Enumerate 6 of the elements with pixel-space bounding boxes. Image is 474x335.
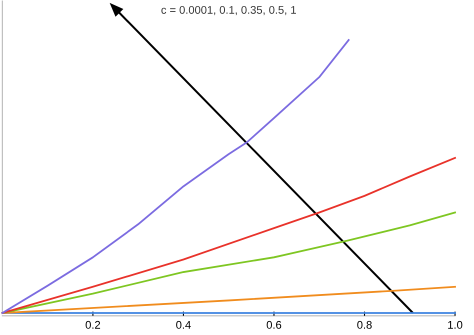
chart-title: c = 0.0001, 0.1, 0.35, 0.5, 1 xyxy=(161,6,296,16)
x-tick-label: 0.2 xyxy=(86,320,100,329)
x-tick-label: 0.6 xyxy=(266,320,282,329)
x-tick-label: 0.4 xyxy=(176,320,191,329)
x-tick-label: 0.8 xyxy=(357,320,372,329)
x-tick-label: 1.0 xyxy=(448,320,462,329)
